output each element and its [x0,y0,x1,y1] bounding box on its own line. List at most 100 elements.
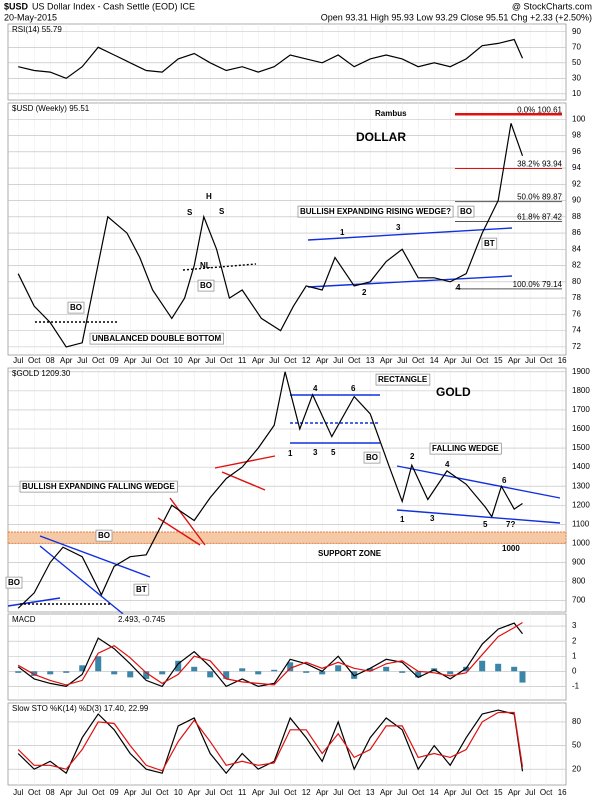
x-tick-label: Oct [220,356,233,365]
x-tick-label: Apr [252,788,265,797]
histogram-bar [255,671,262,675]
x-tick-label: Jul [525,788,535,797]
y-tick-label: 3 [572,621,577,630]
y-tick-label: 2 [572,636,577,645]
annotation: 7? [506,520,515,529]
fib-label: 38.2% 93.94 [517,160,562,169]
trend-line [396,509,561,524]
symbol: $USD [4,1,29,11]
annotation: BO [460,207,472,216]
price-line [17,123,524,348]
trend-line [182,263,257,271]
histogram-bar [191,666,198,672]
annotation-box [375,373,431,386]
x-tick-label: Jul [333,356,343,365]
annotation: H [206,192,212,201]
x-tick-label: Oct [284,788,297,797]
x-tick-label: 11 [238,356,247,365]
y-tick-label: 1900 [572,367,590,376]
histogram-bar [495,663,502,672]
x-tick-label: Apr [124,356,137,365]
annotation: FALLING WEDGE [432,444,499,453]
x-tick-label: 09 [110,356,119,365]
y-tick-label: 98 [572,131,581,140]
trend-line [157,517,201,546]
x-tick-label: Apr [508,788,521,797]
histogram-bar [519,671,526,683]
histogram-bar [415,671,422,678]
y-tick-label: 800 [572,577,586,586]
histogram-bar [303,671,310,673]
annotation-box [5,576,23,589]
y-tick-label: 88 [572,212,581,221]
x-tick-label: Jul [77,356,87,365]
x-tick-label: Apr [380,788,393,797]
annotation: 1000 [502,544,520,553]
y-tick-label: 72 [572,342,581,351]
source: @ StockCharts.com [512,1,592,11]
price-line [17,621,523,686]
annotation-box [457,205,475,218]
x-tick-label: Apr [316,356,329,365]
annotation: 3 [396,223,401,232]
annotation: 4 [456,283,461,292]
histogram-bar [127,671,134,678]
annotation: 1 [400,515,405,524]
x-tick-label: 14 [430,356,439,365]
x-tick-label: Apr [444,788,457,797]
annotation: BULLISH EXPANDING FALLING WEDGE [22,482,175,491]
histogram-bar [367,668,374,672]
date: 20-May-2015 [4,12,57,22]
y-tick-label: 1300 [572,481,590,490]
x-tick-label: Jul [13,788,23,797]
quote: Open 93.31 High 95.93 Low 93.29 Close 95… [321,12,592,22]
annotation: DOLLAR [356,130,406,144]
histogram-bar [207,671,214,678]
x-tick-label: 10 [174,788,183,797]
histogram-bar [447,671,454,675]
y-tick-label: 70 [572,42,581,51]
trend-line [7,597,61,607]
histogram-bar [479,660,486,672]
panel-title: RSI(14) 55.79 [12,25,62,34]
histogram-bar [175,660,182,672]
y-tick-label: 1100 [572,519,590,528]
x-tick-label: 12 [302,788,311,797]
histogram-bar [95,656,102,672]
x-tick-label: Oct [28,356,41,365]
x-tick-label: Apr [252,356,265,365]
x-tick-label: Oct [412,356,425,365]
x-tick-label: Jul [13,356,23,365]
x-tick-label: Jul [525,356,535,365]
x-tick-label: Jul [205,356,215,365]
x-tick-label: 15 [494,356,503,365]
y-tick-label: 76 [572,309,581,318]
histogram-bar [383,666,390,672]
annotation: BO [366,453,378,462]
x-tick-label: Apr [316,788,329,797]
y-tick-label: 80 [572,277,581,286]
annotation: 4 [445,460,450,469]
annotation-box [19,480,178,493]
annotation-box [133,583,150,596]
panel-title: $GOLD 1209.30 [12,369,71,378]
x-tick-label: Jul [397,788,407,797]
x-tick-label: 13 [366,788,375,797]
y-tick-label: 1000 [572,538,590,547]
x-tick-label: Apr [444,356,457,365]
histogram-bar [239,668,246,672]
x-tick-label: Apr [124,788,137,797]
annotation: BT [136,585,147,594]
annotation: 3 [430,514,435,523]
trend-line [396,465,561,499]
x-tick-label: Oct [348,356,361,365]
x-tick-label: Oct [156,788,169,797]
annotation: 6 [502,476,507,485]
annotation-box [67,301,85,314]
y-tick-label: 50 [572,58,581,67]
y-tick-label: 20 [572,764,581,773]
x-tick-label: Oct [476,788,489,797]
histogram-bar [271,669,278,672]
x-tick-label: 11 [238,788,247,797]
y-tick-label: 1200 [572,500,590,509]
